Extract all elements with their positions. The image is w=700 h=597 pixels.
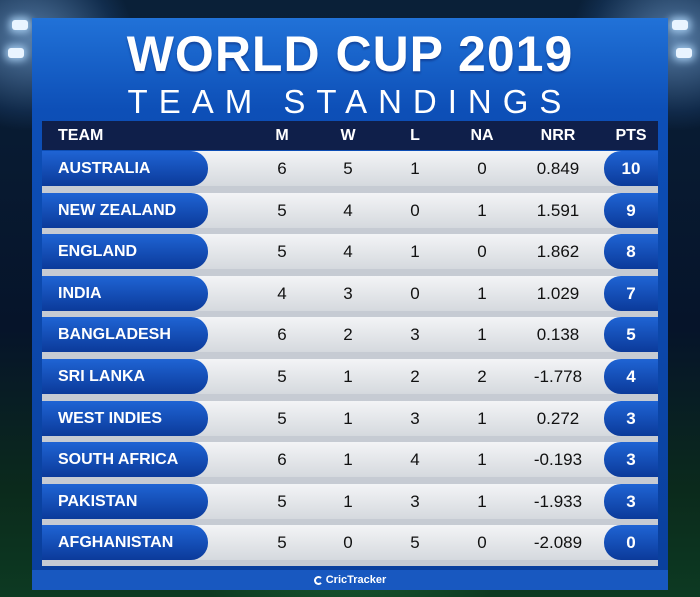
cell-l: 3: [410, 491, 420, 511]
cell-na: 0: [477, 159, 487, 178]
cell-na: 0: [477, 533, 487, 553]
team-name: AUSTRALIA: [42, 151, 208, 186]
standings-table: AUSTRALIA 6 5 1 0 0.849 10 NEW ZEALAND 5 4 0 1 1.591…: [42, 151, 658, 566]
cell-pts: 3: [604, 442, 658, 478]
table-row: NEW ZEALAND 5 4 0 1 1.591 9: [42, 192, 658, 228]
cell-nrr: 1.862: [536, 242, 580, 262]
cell-l: 5: [410, 533, 420, 553]
floodlight-icon: [8, 48, 24, 58]
cell-w: 1: [343, 491, 353, 511]
team-name: ENGLAND: [42, 234, 208, 270]
team-name: AFGHANISTAN: [42, 525, 208, 561]
cell-m: 5: [277, 533, 287, 553]
cell-l: 0: [410, 283, 420, 303]
cell-pts: 3: [604, 483, 658, 519]
cell-m: 5: [277, 491, 287, 511]
team-name: INDIA: [42, 275, 208, 311]
cell-l: 1: [410, 242, 420, 262]
col-team: TEAM: [58, 127, 104, 144]
col-w: W: [340, 127, 356, 144]
footer-bar: CricTracker: [32, 570, 668, 590]
cell-w: 0: [343, 533, 353, 553]
cell-l: 2: [410, 367, 420, 386]
floodlight-icon: [12, 20, 28, 30]
col-pts: PTS: [615, 127, 647, 144]
page-subtitle: TEAM STANDINGS: [127, 83, 573, 120]
table-row: INDIA 4 3 0 1 1.029 7: [42, 275, 658, 311]
team-name: WEST INDIES: [42, 400, 208, 436]
cell-na: 1: [477, 325, 487, 345]
cell-nrr: -2.089: [533, 533, 583, 553]
table-row: WEST INDIES 5 1 3 1 0.272 3: [42, 400, 658, 436]
col-nrr: NRR: [540, 127, 576, 144]
table-row: PAKISTAN 5 1 3 1 -1.933 3: [42, 483, 658, 519]
cell-m: 5: [277, 242, 287, 262]
cell-l: 1: [410, 159, 420, 178]
team-name: PAKISTAN: [42, 483, 208, 519]
cell-m: 6: [277, 450, 287, 470]
cell-pts: 4: [604, 359, 658, 394]
cell-m: 5: [277, 200, 287, 220]
table-row: ENGLAND 5 4 1 0 1.862 8: [42, 234, 658, 270]
team-name: BANGLADESH: [42, 317, 208, 353]
cell-l: 3: [410, 408, 420, 428]
cell-pts: 0: [604, 525, 658, 561]
cell-na: 1: [477, 283, 487, 303]
team-name: SRI LANKA: [42, 359, 208, 394]
table-row: AUSTRALIA 6 5 1 0 0.849 10: [42, 151, 658, 186]
cell-l: 0: [410, 200, 420, 220]
team-name: NEW ZEALAND: [42, 192, 208, 228]
cell-nrr: 0.138: [536, 325, 580, 345]
col-m: M: [275, 127, 289, 144]
cell-m: 5: [277, 408, 287, 428]
table-row: BANGLADESH 6 2 3 1 0.138 5: [42, 317, 658, 353]
col-l: L: [410, 127, 420, 144]
cell-pts: 9: [604, 192, 658, 228]
cell-w: 1: [343, 408, 353, 428]
floodlight-icon: [676, 48, 692, 58]
cell-w: 5: [343, 159, 353, 178]
cell-nrr: -1.933: [533, 491, 583, 511]
cell-pts: 3: [604, 400, 658, 436]
cell-w: 1: [343, 367, 353, 386]
cell-na: 2: [477, 367, 487, 386]
cell-pts: 5: [604, 317, 658, 353]
cell-m: 5: [277, 367, 287, 386]
cell-nrr: 0.272: [536, 408, 580, 428]
cell-na: 1: [477, 491, 487, 511]
cell-nrr: -0.193: [533, 450, 583, 470]
cell-pts: 10: [604, 151, 658, 186]
standings-card: WORLD CUP 2019 TEAM STANDINGS TEAM M W L…: [32, 18, 668, 590]
floodlight-icon: [672, 20, 688, 30]
cell-m: 4: [277, 283, 287, 303]
crictracker-logo-icon: [313, 576, 323, 585]
cell-na: 1: [477, 408, 487, 428]
cell-na: 0: [477, 242, 487, 262]
table-row: SOUTH AFRICA 6 1 4 1 -0.193 3: [42, 442, 658, 478]
cell-nrr: 0.849: [536, 159, 580, 178]
team-name: SOUTH AFRICA: [42, 442, 208, 478]
table-header: TEAM M W L NA NRR PTS: [42, 121, 658, 150]
table-row: SRI LANKA 5 1 2 2 -1.778 4: [42, 359, 658, 394]
cell-na: 1: [477, 450, 487, 470]
cell-l: 4: [410, 450, 420, 470]
cell-pts: 7: [604, 275, 658, 311]
cell-w: 4: [343, 242, 353, 262]
cell-nrr: 1.029: [536, 283, 580, 303]
cell-w: 2: [343, 325, 353, 345]
cell-m: 6: [277, 159, 287, 178]
cell-w: 4: [343, 200, 353, 220]
col-na: NA: [470, 127, 494, 144]
cell-l: 3: [410, 325, 420, 345]
cell-w: 1: [343, 450, 353, 470]
cell-w: 3: [343, 283, 353, 303]
page-title: WORLD CUP 2019: [126, 26, 574, 82]
cell-pts: 8: [604, 234, 658, 270]
footer-brand: CricTracker: [325, 574, 387, 586]
cell-na: 1: [477, 200, 487, 220]
cell-m: 6: [277, 325, 287, 345]
cell-nrr: 1.591: [536, 200, 580, 220]
table-row: AFGHANISTAN 5 0 5 0 -2.089 0: [42, 525, 658, 561]
cell-nrr: -1.778: [533, 367, 583, 386]
